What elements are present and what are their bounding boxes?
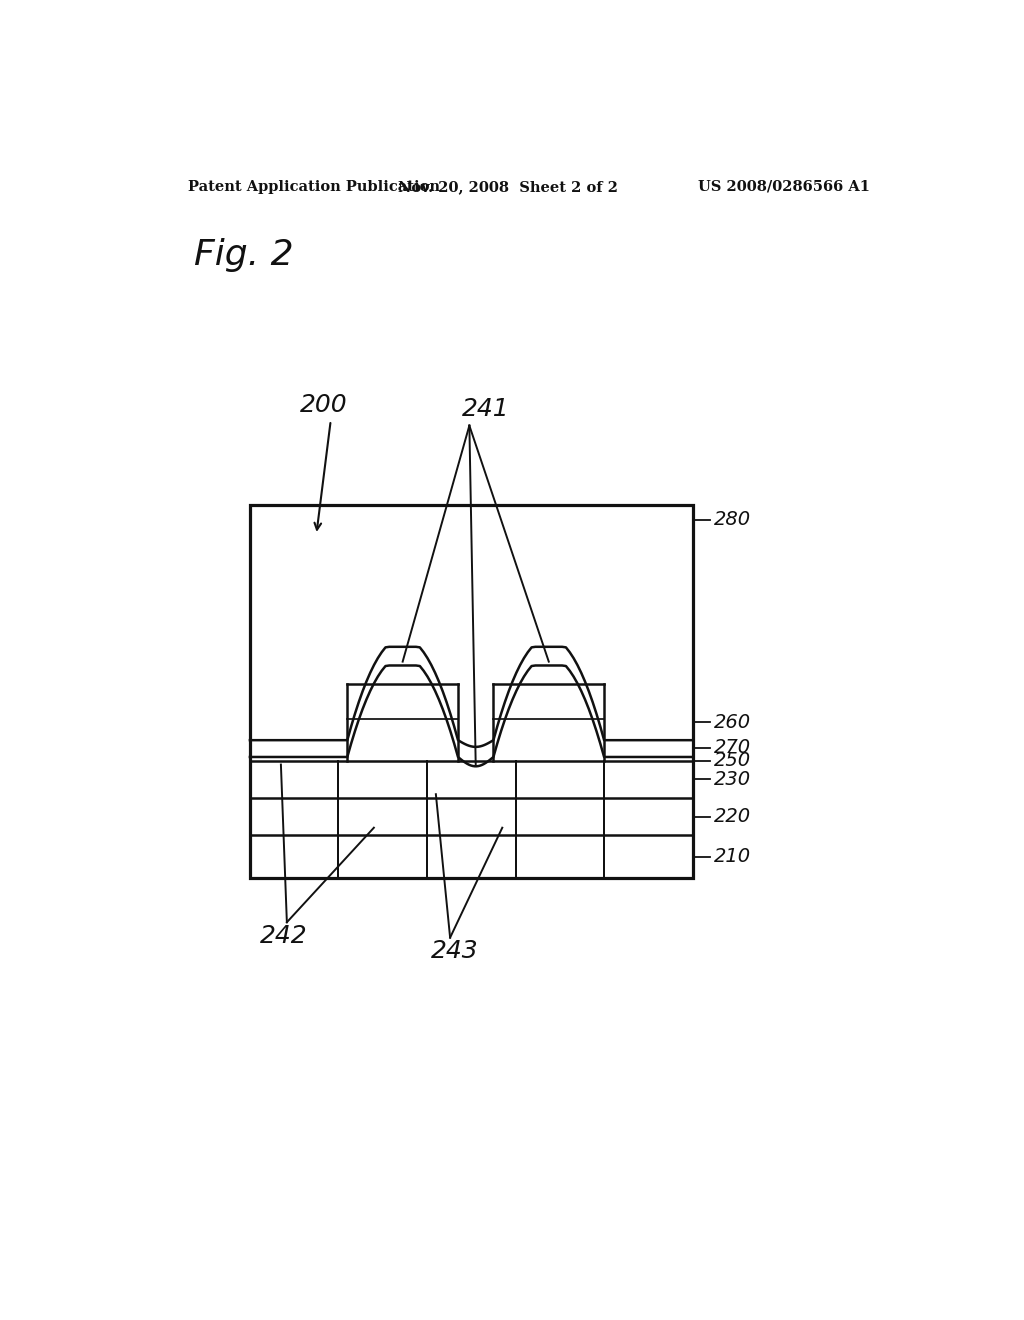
Text: Nov. 20, 2008  Sheet 2 of 2: Nov. 20, 2008 Sheet 2 of 2 — [398, 180, 617, 194]
Text: 250: 250 — [714, 751, 752, 770]
Text: 210: 210 — [714, 847, 752, 866]
Text: 241: 241 — [462, 396, 509, 421]
Text: 260: 260 — [714, 713, 752, 731]
Text: 220: 220 — [714, 808, 752, 826]
Text: US 2008/0286566 A1: US 2008/0286566 A1 — [697, 180, 869, 194]
Text: Fig. 2: Fig. 2 — [194, 238, 293, 272]
Text: Patent Application Publication: Patent Application Publication — [188, 180, 440, 194]
Text: 200: 200 — [300, 393, 347, 417]
Text: 230: 230 — [714, 770, 752, 789]
Text: 280: 280 — [714, 511, 752, 529]
Text: 242: 242 — [260, 924, 307, 948]
Bar — [250, 506, 692, 878]
Text: 270: 270 — [714, 738, 752, 758]
Text: 243: 243 — [431, 940, 478, 964]
